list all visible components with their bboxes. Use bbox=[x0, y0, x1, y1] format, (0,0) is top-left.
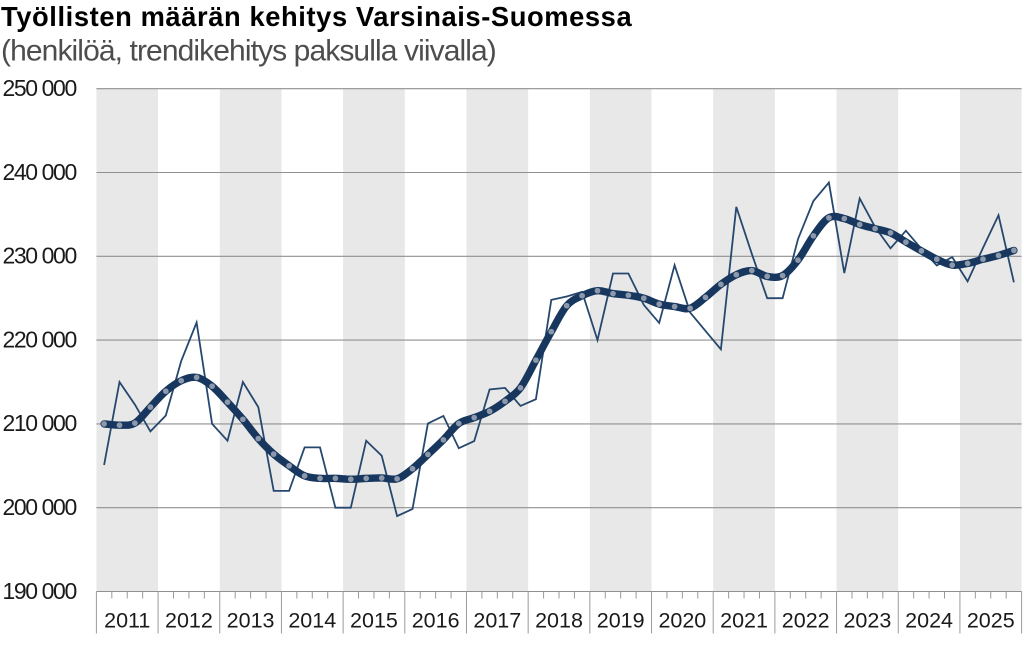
svg-text:2013: 2013 bbox=[227, 609, 275, 633]
svg-text:200 000: 200 000 bbox=[3, 494, 77, 520]
svg-text:230 000: 230 000 bbox=[3, 243, 77, 269]
svg-text:2016: 2016 bbox=[412, 609, 460, 633]
svg-text:2024: 2024 bbox=[905, 609, 953, 633]
svg-text:2021: 2021 bbox=[720, 609, 768, 633]
svg-text:2020: 2020 bbox=[658, 609, 706, 633]
svg-text:210 000: 210 000 bbox=[3, 410, 77, 436]
svg-text:2011: 2011 bbox=[104, 609, 150, 633]
svg-text:2015: 2015 bbox=[350, 609, 398, 633]
svg-text:Työllisten määrän kehitys Vars: Työllisten määrän kehitys Varsinais-Suom… bbox=[1, 1, 632, 32]
svg-text:2023: 2023 bbox=[843, 609, 891, 633]
svg-text:220 000: 220 000 bbox=[3, 326, 77, 352]
svg-text:240 000: 240 000 bbox=[3, 159, 77, 185]
svg-text:250 000: 250 000 bbox=[3, 75, 77, 101]
svg-text:2014: 2014 bbox=[288, 609, 336, 633]
svg-text:2018: 2018 bbox=[535, 609, 583, 633]
svg-text:2019: 2019 bbox=[597, 609, 645, 633]
svg-text:190 000: 190 000 bbox=[3, 578, 77, 604]
svg-text:(henkilöä, trendikehitys paksu: (henkilöä, trendikehitys paksulla viival… bbox=[1, 34, 496, 67]
svg-text:2017: 2017 bbox=[473, 609, 521, 633]
svg-text:2012: 2012 bbox=[165, 609, 213, 633]
svg-text:2022: 2022 bbox=[782, 609, 830, 633]
svg-text:2025: 2025 bbox=[967, 609, 1015, 633]
